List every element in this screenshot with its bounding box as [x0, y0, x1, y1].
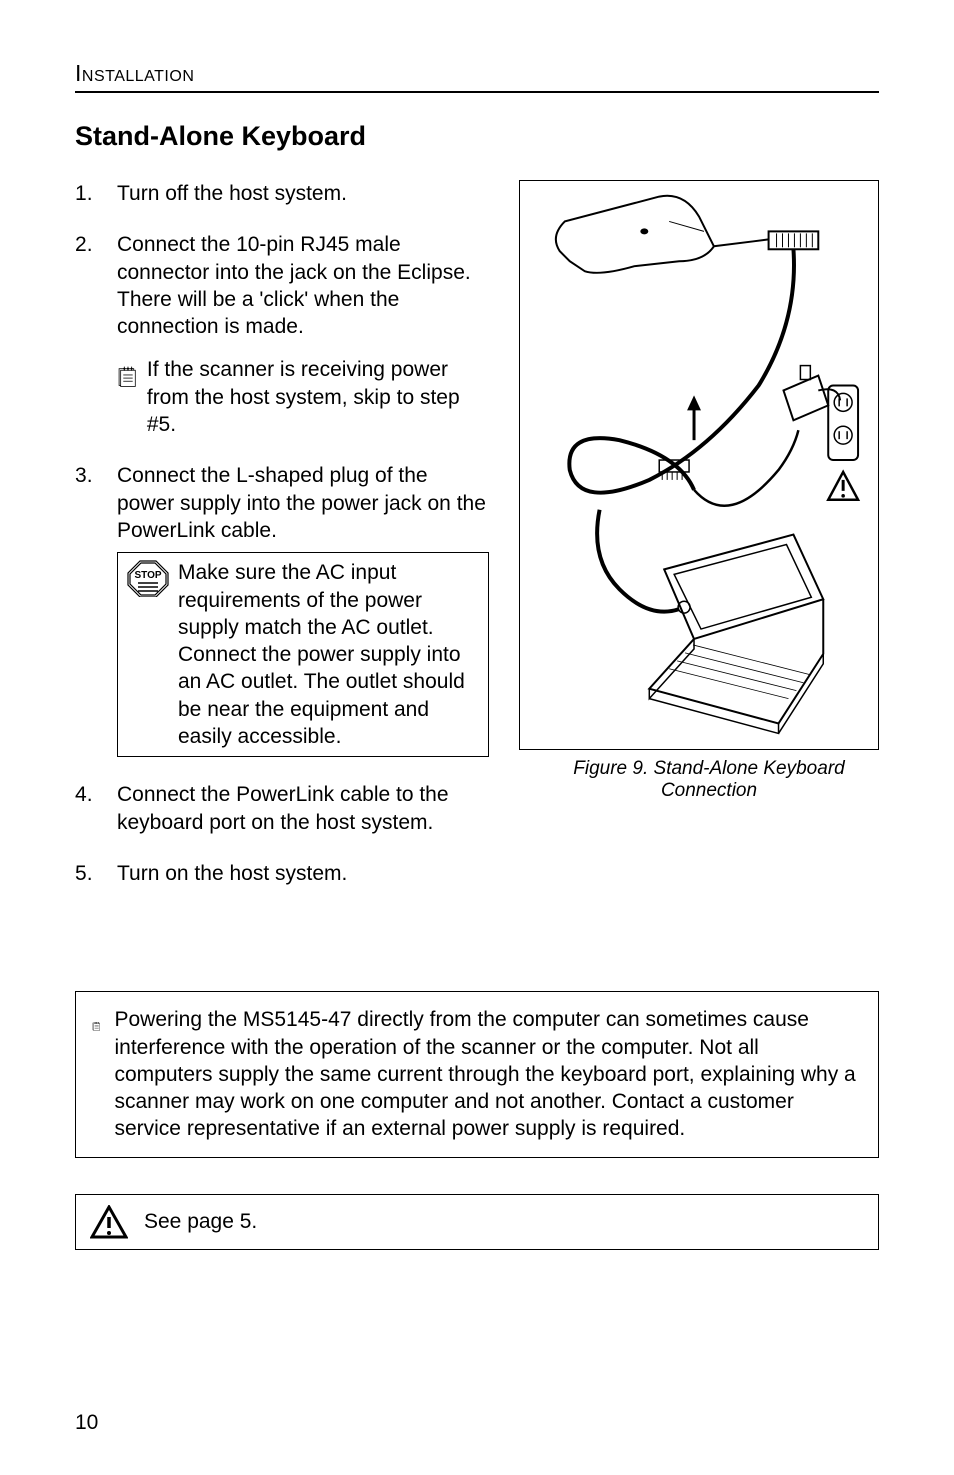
warning-note-text: See page 5.: [144, 1210, 257, 1234]
lower-note-block: Powering the MS5145-47 directly from the…: [75, 991, 879, 1157]
notes-icon: [117, 356, 137, 396]
header-section: Installation: [75, 60, 879, 93]
svg-text:STOP: STOP: [134, 570, 161, 581]
header-text: Installation: [75, 60, 194, 86]
step-3: Connect the L-shaped plug of the power s…: [75, 462, 489, 757]
note-block-step2: If the scanner is receiving power from t…: [117, 356, 489, 438]
left-column: Turn off the host system. Connect the 10…: [75, 180, 489, 911]
warning-note-block: See page 5.: [75, 1194, 879, 1250]
step-1-text: Turn off the host system.: [117, 182, 347, 205]
step-2: Connect the 10-pin RJ45 male connector i…: [75, 231, 489, 438]
instruction-list: Turn off the host system. Connect the 10…: [75, 180, 489, 887]
step-1: Turn off the host system.: [75, 180, 489, 207]
stop-text-step3: Make sure the AC input requirements of t…: [178, 559, 480, 750]
figure-box: [519, 180, 879, 750]
connection-diagram: [530, 190, 868, 740]
step-5-text: Turn on the host system.: [117, 862, 347, 885]
step-2-text: Connect the 10-pin RJ45 male connector i…: [117, 233, 471, 338]
step-4: Connect the PowerLink cable to the keybo…: [75, 781, 489, 836]
stop-block-step3: STOP Make sure the AC input requirements…: [117, 552, 489, 757]
right-column: Figure 9. Stand-Alone Keyboard Connectio…: [519, 180, 879, 911]
step-5: Turn on the host system.: [75, 860, 489, 887]
step-3-text: Connect the L-shaped plug of the power s…: [117, 464, 486, 542]
stop-icon: STOP: [126, 559, 170, 597]
figure-caption: Figure 9. Stand-Alone Keyboard Connectio…: [519, 758, 879, 802]
page-number: 10: [75, 1411, 98, 1435]
main-content: Turn off the host system. Connect the 10…: [75, 180, 879, 911]
note-text-step2: If the scanner is receiving power from t…: [147, 356, 489, 438]
warning-triangle-icon: [90, 1205, 128, 1239]
page-title: Stand-Alone Keyboard: [75, 121, 879, 152]
notes-icon: [92, 1006, 100, 1046]
step-4-text: Connect the PowerLink cable to the keybo…: [117, 783, 449, 833]
lower-note-text: Powering the MS5145-47 directly from the…: [114, 1006, 862, 1142]
